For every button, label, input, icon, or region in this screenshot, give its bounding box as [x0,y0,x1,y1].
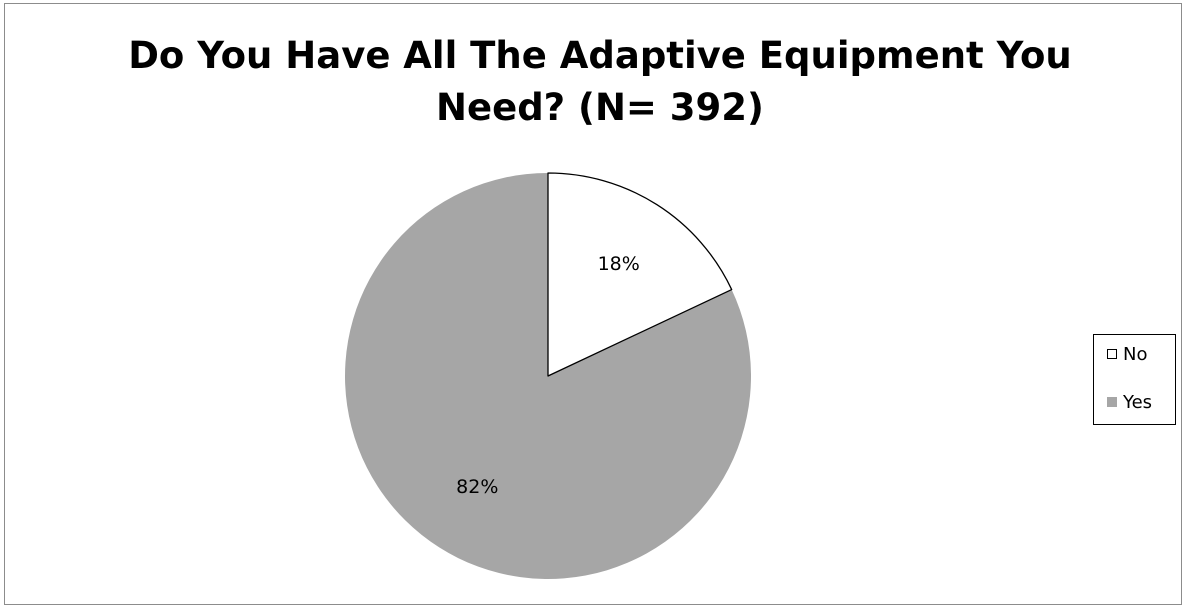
legend-swatch-no [1107,349,1117,359]
chart-title-line-1: Do You Have All The Adaptive Equipment Y… [128,34,1072,77]
legend-label-yes: Yes [1123,391,1153,413]
legend-item-no: No [1107,343,1147,365]
legend: No Yes [1093,334,1176,425]
legend-item-yes: Yes [1107,391,1152,413]
data-label-no: 18% [598,253,640,275]
chart-title-line-2: Need? (N= 392) [436,86,764,129]
legend-swatch-yes [1107,397,1117,407]
chart-title: Do You Have All The Adaptive Equipment Y… [0,30,1185,134]
pie-slice-no [547,172,733,377]
legend-label-no: No [1123,343,1148,365]
data-label-yes: 82% [456,476,498,498]
